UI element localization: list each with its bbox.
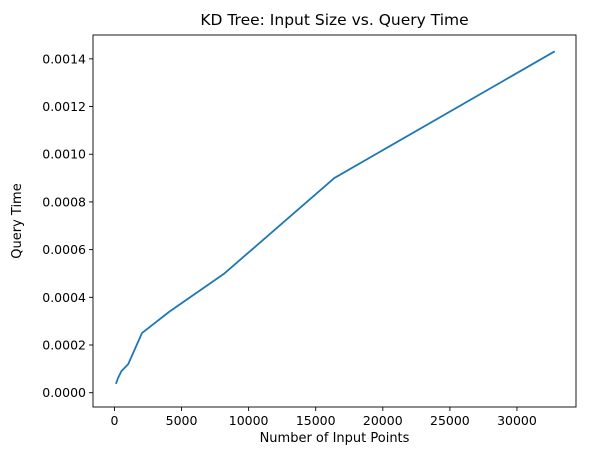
x-axis-label: Number of Input Points <box>260 431 410 446</box>
y-tick-label: 0.0012 <box>42 99 86 114</box>
x-tick-label: 0 <box>110 413 118 428</box>
x-axis-ticks: 0 5000 10000 15000 20000 25000 30000 <box>110 407 537 428</box>
x-tick-label: 20000 <box>363 413 403 428</box>
y-axis-label: Query Time <box>10 183 25 258</box>
y-tick-label: 0.0014 <box>42 51 86 66</box>
x-tick-label: 5000 <box>166 413 198 428</box>
y-tick-label: 0.0010 <box>42 147 86 162</box>
y-tick-label: 0.0006 <box>42 242 86 257</box>
plot-area <box>92 34 577 408</box>
x-tick-label: 10000 <box>229 413 269 428</box>
axes-frame <box>92 34 577 408</box>
y-tick-label: 0.0000 <box>42 385 86 400</box>
x-tick-label: 25000 <box>430 413 470 428</box>
x-tick-label: 30000 <box>497 413 537 428</box>
x-tick-label: 15000 <box>296 413 336 428</box>
series-layer <box>115 50 555 385</box>
series-line <box>115 50 555 385</box>
y-tick-label: 0.0004 <box>42 290 86 305</box>
chart-title: KD Tree: Input Size vs. Query Time <box>200 11 468 29</box>
y-axis-ticks: 0.0000 0.0002 0.0004 0.0006 0.0008 0.0010 0.00… <box>42 51 93 400</box>
y-tick-label: 0.0008 <box>42 194 86 209</box>
y-tick-label: 0.0002 <box>42 338 86 353</box>
